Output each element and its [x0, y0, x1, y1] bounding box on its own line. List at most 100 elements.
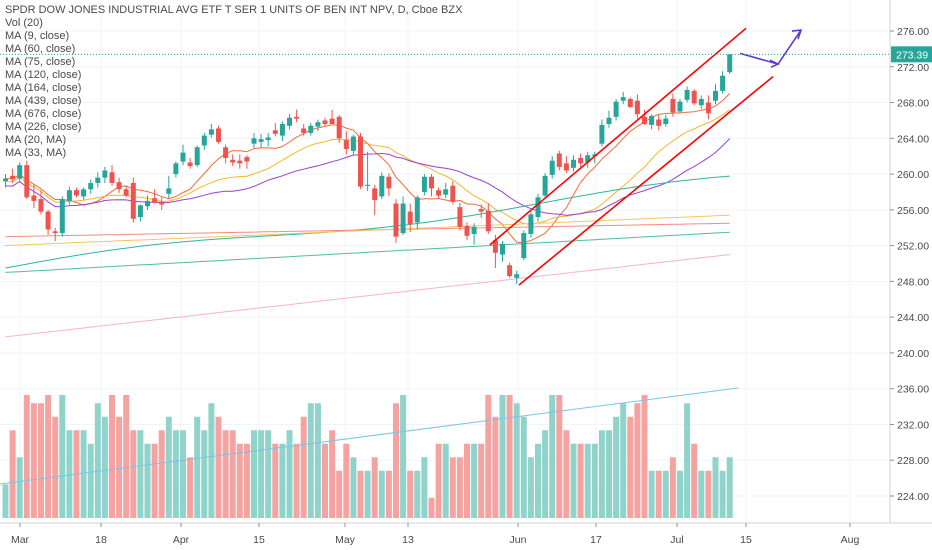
- candle-body: [265, 137, 271, 141]
- volume-bar: [371, 457, 378, 518]
- volume-bar: [38, 403, 44, 518]
- candle-body: [514, 274, 520, 278]
- volume-bar: [556, 395, 563, 518]
- volume-bar: [421, 457, 428, 518]
- candle-body: [237, 160, 243, 164]
- volume-bar: [577, 443, 584, 518]
- candle-body: [123, 189, 129, 196]
- chart-legend: SPDR DOW JONES INDUSTRIAL AVG ETF T SER …: [5, 4, 462, 160]
- volume-bar: [542, 430, 549, 518]
- volume-bar: [464, 443, 470, 518]
- volume-bar: [165, 416, 172, 518]
- volume-bar: [187, 457, 194, 518]
- volume-bar: [662, 470, 669, 518]
- trend-drawings: [0, 27, 890, 286]
- candle-body: [322, 120, 328, 124]
- volume-bar: [570, 443, 577, 518]
- volume-bar: [307, 403, 314, 518]
- time-tick-label: 17: [590, 534, 602, 546]
- volume-bar: [428, 497, 435, 518]
- legend-item-ma226[interactable]: MA (226, close): [5, 121, 82, 133]
- volume-bar: [2, 484, 9, 518]
- volume-bar: [322, 443, 328, 518]
- volume-bar: [251, 430, 257, 518]
- price-axis-bg: [890, 0, 932, 523]
- volume-bar: [719, 470, 726, 518]
- volume-bar: [350, 457, 357, 518]
- volume-bar: [684, 403, 691, 518]
- time-tick-label: 15: [740, 534, 752, 546]
- candle-body: [159, 201, 165, 205]
- legend-item-ma9[interactable]: MA (9, close): [5, 30, 70, 42]
- volume-bar: [648, 470, 655, 518]
- volume-bar: [492, 416, 499, 518]
- candle-body: [208, 129, 214, 135]
- time-tick-label: Aug: [841, 534, 860, 546]
- legend-item-ma33ma[interactable]: MA (33, MA): [5, 147, 67, 159]
- candle-body: [258, 139, 264, 142]
- candle-body: [450, 185, 456, 202]
- price-tick-label: 248.00: [897, 276, 929, 288]
- volume-bar: [705, 470, 712, 518]
- legend-item-ma120[interactable]: MA (120, close): [5, 69, 82, 81]
- volume-bar: [691, 443, 698, 518]
- candle-body: [492, 240, 498, 253]
- candle-body: [137, 205, 143, 217]
- candle-body: [478, 208, 484, 212]
- candle-body: [436, 190, 442, 196]
- legend-item-ma676[interactable]: MA (676, close): [5, 108, 82, 120]
- volume-bar: [229, 430, 236, 518]
- volume-bar: [456, 457, 463, 518]
- volume-bar: [130, 430, 137, 518]
- candle-body: [116, 182, 122, 190]
- volume-bar: [378, 470, 385, 518]
- legend-item-ma164[interactable]: MA (164, close): [5, 82, 82, 94]
- volume-bar: [172, 430, 179, 518]
- candle-body: [606, 117, 612, 124]
- symbol-title: SPDR DOW JONES INDUSTRIAL AVG ETF T SER …: [5, 4, 463, 16]
- candle-body: [66, 190, 72, 201]
- volume-bar: [634, 403, 641, 518]
- candle-body: [187, 162, 193, 167]
- volume-bar: [151, 443, 158, 518]
- price-tick-label: 252.00: [897, 241, 929, 253]
- volume-bar: [641, 395, 648, 518]
- legend-item-ma20ma[interactable]: MA (20, MA): [5, 134, 67, 146]
- candle-body: [308, 125, 314, 133]
- time-tick-label: 13: [402, 534, 414, 546]
- candle-body: [52, 231, 58, 234]
- candle-body: [88, 183, 94, 190]
- legend-item-vol[interactable]: Vol (20): [5, 17, 43, 29]
- time-tick-label: May: [335, 534, 356, 546]
- candle-body: [535, 197, 541, 217]
- legend-item-ma60[interactable]: MA (60, close): [5, 43, 76, 55]
- volume-bar: [364, 470, 371, 518]
- price-tick-label: 224.00: [897, 491, 929, 503]
- volume-bar: [407, 470, 414, 518]
- volume-bar: [478, 443, 485, 518]
- candle-body: [194, 147, 200, 166]
- legend-item-ma75[interactable]: MA (75, close): [5, 56, 76, 68]
- candle-body: [443, 189, 449, 195]
- volume-bar: [208, 403, 215, 518]
- volume-bar: [655, 470, 662, 518]
- volume-bar: [329, 430, 336, 518]
- volume-bar: [385, 470, 392, 518]
- volume-bar: [343, 443, 350, 518]
- candle-body: [81, 189, 87, 197]
- volume-bar: [677, 470, 683, 518]
- volume-bar: [563, 430, 570, 518]
- volume-bar: [400, 395, 407, 518]
- candle-body: [464, 225, 470, 236]
- ma-439-line: [5, 254, 730, 338]
- candle-body: [649, 115, 655, 125]
- candle-body: [59, 199, 65, 234]
- volume-bar: [513, 403, 520, 518]
- candle-body: [17, 165, 23, 179]
- volume-bar: [613, 416, 620, 518]
- legend-item-ma439[interactable]: MA (439, close): [5, 95, 82, 107]
- candle-body: [109, 172, 115, 184]
- volume-bar: [258, 430, 265, 518]
- price-axis: 224.00 228.00 232.00 236.00 240.00 244.00 248.…: [889, 0, 932, 523]
